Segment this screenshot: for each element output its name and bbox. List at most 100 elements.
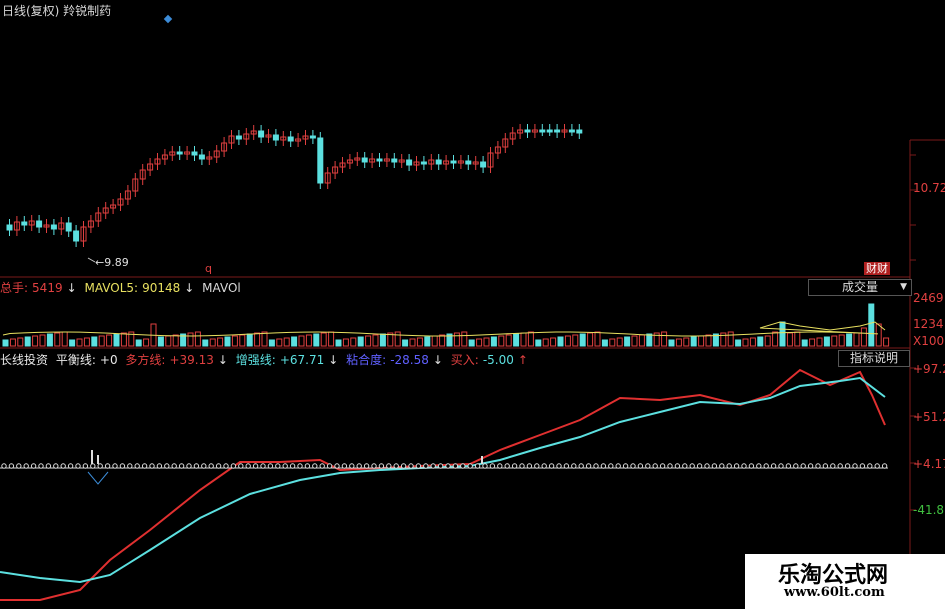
balance-dot: [16, 463, 22, 469]
volume-bar: [846, 333, 853, 347]
volume-bar: [505, 334, 512, 347]
balance-dot: [378, 463, 385, 469]
volume-indicator-select[interactable]: 成交量 ▼: [808, 279, 912, 296]
balance-dot: [815, 463, 821, 469]
bull-line-label: 多方线:: [125, 353, 166, 367]
volume-bar: [416, 337, 423, 347]
candle-body: [213, 150, 220, 158]
volume-bar: [194, 331, 201, 347]
indicator-help-button[interactable]: 指标说明: [838, 350, 910, 367]
balance-dot: [75, 463, 81, 469]
candle-body: [28, 220, 35, 226]
volume-bar: [402, 339, 409, 347]
balance-dot: [230, 463, 237, 469]
volume-bar: [106, 334, 113, 347]
balance-dot: [534, 463, 540, 469]
volume-bar: [609, 338, 616, 347]
volume-bar: [653, 332, 660, 347]
balance-dot: [852, 463, 858, 469]
volume-bar: [143, 338, 150, 347]
balance-dot: [186, 463, 192, 469]
balance-dot: [8, 463, 15, 469]
volume-bar: [587, 332, 594, 347]
balance-dot: [674, 463, 681, 469]
candle-body: [369, 158, 376, 163]
candle-body: [169, 151, 176, 156]
candle-body: [50, 224, 57, 230]
volume-bar: [875, 323, 882, 347]
balance-dot: [711, 463, 718, 469]
volume-bar: [305, 334, 312, 347]
balance-dot: [82, 463, 89, 469]
balance-dot: [452, 463, 459, 469]
volume-bar: [860, 327, 867, 347]
volume-bar: [69, 339, 76, 347]
balance-dot: [608, 463, 614, 469]
candle-body: [346, 159, 353, 164]
candle-body: [554, 129, 561, 133]
balance-dot: [90, 463, 96, 469]
balance-dot: [704, 463, 710, 469]
balance-dot: [445, 463, 451, 469]
candle-body: [124, 190, 131, 200]
candle-body: [13, 221, 20, 231]
volume-bar: [261, 331, 268, 347]
candle-body: [309, 135, 316, 139]
balance-dot: [563, 463, 570, 469]
candle-body: [420, 161, 427, 165]
volume-bar: [365, 335, 372, 347]
balance-dot: [859, 463, 866, 469]
candle-body: [58, 222, 65, 230]
balance-dot: [215, 463, 222, 469]
volume-bar: [594, 331, 601, 347]
candle-body: [272, 134, 279, 141]
volume-bar: [157, 336, 164, 347]
balance-dot: [645, 463, 651, 469]
balance-dot: [881, 463, 888, 469]
volume-bar: [424, 336, 431, 347]
volume-bar: [83, 337, 90, 347]
volume-bar: [76, 338, 83, 347]
balance-dot: [719, 463, 725, 469]
cohesion-value: -28.58: [390, 353, 429, 367]
balance-dot: [600, 463, 607, 469]
candle-body: [95, 212, 102, 222]
volume-bar: [712, 333, 719, 347]
low-price-label: ←9.89: [95, 256, 129, 269]
volume-bar: [431, 335, 438, 347]
volume-bar: [128, 331, 135, 347]
candle-body: [250, 130, 257, 135]
volume-bar: [535, 339, 542, 347]
candle-body: [413, 161, 420, 166]
volume-bar: [476, 338, 483, 347]
candle-body: [428, 159, 435, 165]
volume-bar: [298, 335, 305, 347]
volume-bar: [254, 332, 261, 347]
balance-dot: [260, 463, 266, 469]
finance-badge[interactable]: 财财: [864, 262, 890, 275]
arrow-down-icon: ↓: [328, 353, 339, 367]
volume-tick: 1234: [913, 317, 944, 331]
balance-dot: [208, 463, 214, 469]
volume-bar: [17, 337, 24, 347]
indicator-tick: +97.2: [913, 362, 945, 376]
candle-body: [517, 129, 524, 134]
candle-body: [361, 157, 368, 163]
volume-bar: [513, 333, 520, 347]
balance-dot: [867, 463, 873, 469]
candle-body: [65, 222, 72, 232]
volume-bar: [809, 338, 816, 347]
volume-bar: [24, 336, 31, 347]
volume-bar: [387, 332, 394, 347]
balance-dot: [756, 463, 762, 469]
volume-bar: [165, 335, 172, 347]
balance-dot: [763, 463, 769, 469]
balance-dot: [282, 463, 288, 469]
candle-body: [494, 146, 501, 154]
volume-bar: [727, 331, 734, 347]
candle-body: [265, 134, 272, 138]
balance-dot: [726, 463, 732, 469]
candle-body: [531, 129, 538, 133]
balance-dot: [341, 463, 348, 469]
